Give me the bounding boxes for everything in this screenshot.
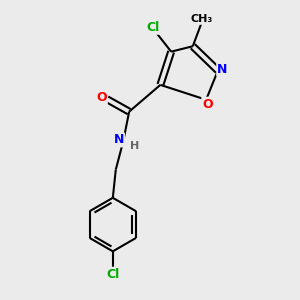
Text: H: H	[130, 141, 139, 151]
Text: O: O	[202, 98, 213, 111]
Text: CH₃: CH₃	[190, 14, 213, 24]
Text: Cl: Cl	[106, 268, 119, 281]
Text: N: N	[114, 134, 124, 146]
Text: N: N	[217, 62, 228, 76]
Text: Cl: Cl	[147, 21, 160, 34]
Text: O: O	[96, 91, 107, 104]
